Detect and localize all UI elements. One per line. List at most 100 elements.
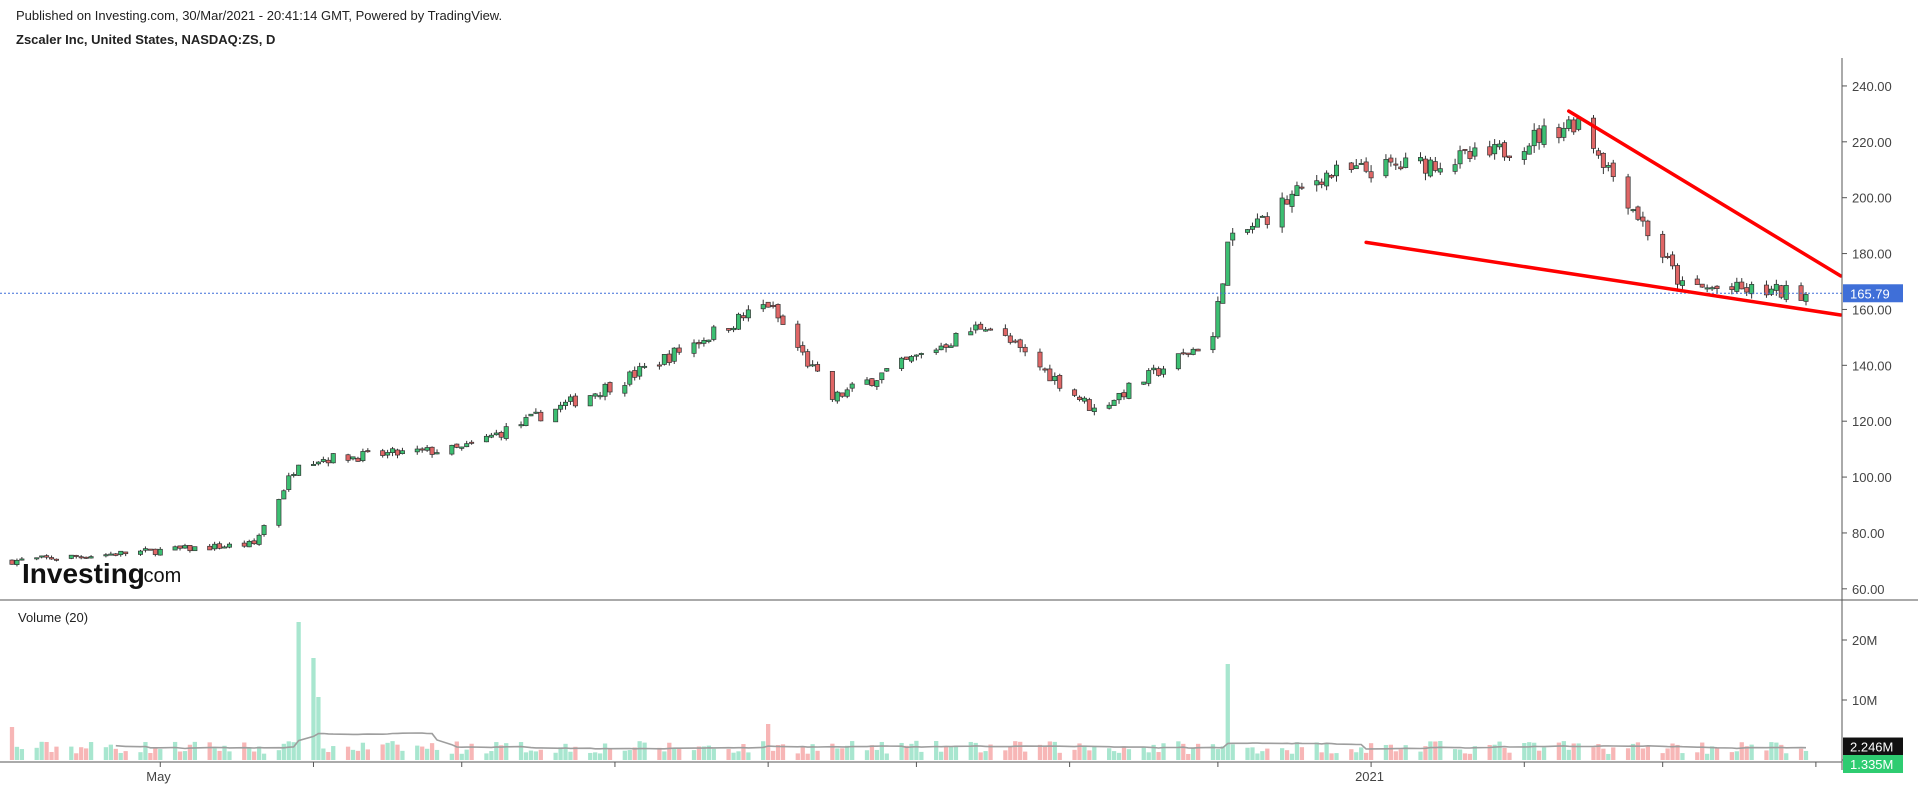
volume-bar [1532,742,1537,760]
candle-up [459,446,465,451]
candle-up [523,414,529,427]
candle-down [1432,156,1438,173]
candle-down [1502,140,1508,161]
candle-up [884,368,890,372]
candle-down [345,453,351,463]
candle-down [1017,338,1023,353]
volume-bar [978,752,983,760]
candle-up [701,337,707,347]
candle-up [711,324,717,342]
volume-bar [1191,747,1196,760]
candle-down [123,551,129,557]
volume-tick-label: 20M [1852,633,1877,648]
volume-bar [1037,744,1043,760]
candle-down [1329,174,1335,179]
candle-up [1403,152,1409,169]
candle-down [251,538,257,545]
volume-bar [1784,753,1789,760]
volume-bar [1279,748,1285,760]
candle-down [632,366,638,381]
volume-bar [429,743,435,760]
lower-trendline[interactable] [1364,240,1843,317]
volume-bar [321,748,326,760]
candle-down [394,448,400,459]
candle-down [147,548,153,551]
volume-bar [182,751,188,760]
volume-bar [1294,742,1300,760]
candle-up [1472,142,1478,160]
upper-trendline[interactable] [1567,109,1843,278]
candle-up [731,326,737,333]
volume-bar [1260,751,1265,760]
candle-up [874,380,880,390]
candle-down [805,348,811,369]
volume-ma-line [115,732,1807,750]
candle-down [1699,283,1705,288]
volume-bar [691,750,697,760]
volume-bar [1181,743,1186,760]
volume-bar [177,751,183,760]
volume-bar [1507,752,1512,760]
candle-up [691,339,697,358]
volume-bar [573,746,578,760]
candle-down [1763,280,1769,298]
candle-down [113,552,119,557]
candle-up [1418,152,1424,164]
candle-up [622,382,628,397]
volume-bar [504,743,509,760]
volume-bar [1087,750,1092,760]
time-label-2021: 2021 [1355,769,1384,784]
volume-bar [775,744,781,760]
volume-bar [1052,741,1057,760]
volume-bar [256,746,262,760]
volume-bar [1452,749,1458,760]
volume-bar [291,742,296,760]
volume-bar [1492,744,1497,760]
candle-up [226,542,232,549]
price-tick-label: 180.00 [1852,247,1892,262]
volume-bar [207,742,212,760]
volume-bar [1601,748,1606,760]
volume-bar [1433,741,1438,760]
candle-down [1007,332,1013,345]
volume-bar [706,745,711,760]
candle-up [1427,156,1433,178]
volume-bar [385,742,390,760]
volume-bar [1729,752,1735,760]
candle-up [1605,162,1611,172]
candle-down [83,556,89,559]
volume-bar [281,743,286,760]
volume-bar [1156,752,1161,760]
volume-bar [415,745,420,760]
candle-down [187,545,193,553]
candle-up [864,377,870,385]
volume-bar [1774,742,1779,760]
candle-up [810,360,816,368]
volume-bar [1700,742,1705,760]
candle-up [908,355,914,364]
candle-up [1111,399,1117,406]
candle-down [1180,348,1186,356]
candle-down [325,457,331,467]
volume-bar [938,751,944,760]
volume-bar [1082,745,1087,760]
volume-bar [770,750,776,760]
volume-bar [1769,742,1774,760]
candle-up [103,553,109,558]
candle-up [1709,285,1715,291]
candle-down [152,548,158,557]
candle-down [498,430,504,441]
candle-down [207,544,213,551]
candle-up [1383,154,1389,179]
volume-bar [1611,747,1616,760]
candle-down [795,320,801,351]
candle-up [1324,170,1330,191]
volume-bar [395,744,400,760]
volume-bar [1393,751,1398,760]
volume-bar [1764,750,1769,760]
volume-bar [400,750,405,760]
candle-up [1492,139,1498,160]
candle-up [182,543,188,549]
volume-bar [172,741,178,760]
